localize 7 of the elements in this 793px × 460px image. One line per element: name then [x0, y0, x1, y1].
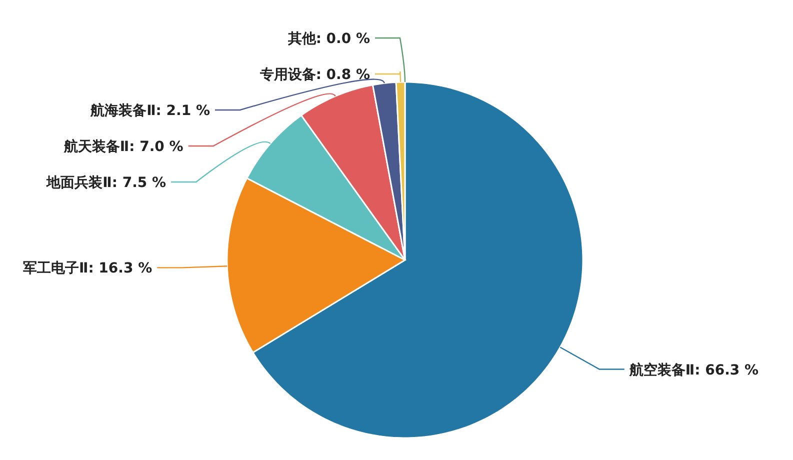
slice-label: 航海装备Ⅱ: 2.1 %	[90, 102, 210, 119]
category-label: 其他: 0.0 %	[288, 31, 370, 47]
slice-label: 专用设备: 0.8 %	[258, 66, 370, 83]
slice-label: 航空装备Ⅱ: 66.3 %	[628, 361, 759, 378]
slice-label: 地面兵装Ⅱ: 7.5 %	[46, 174, 166, 191]
slice-label: 军工电子Ⅱ: 16.3 %	[22, 260, 152, 277]
slice-label: 航天装备Ⅱ: 7.0 %	[62, 138, 184, 155]
